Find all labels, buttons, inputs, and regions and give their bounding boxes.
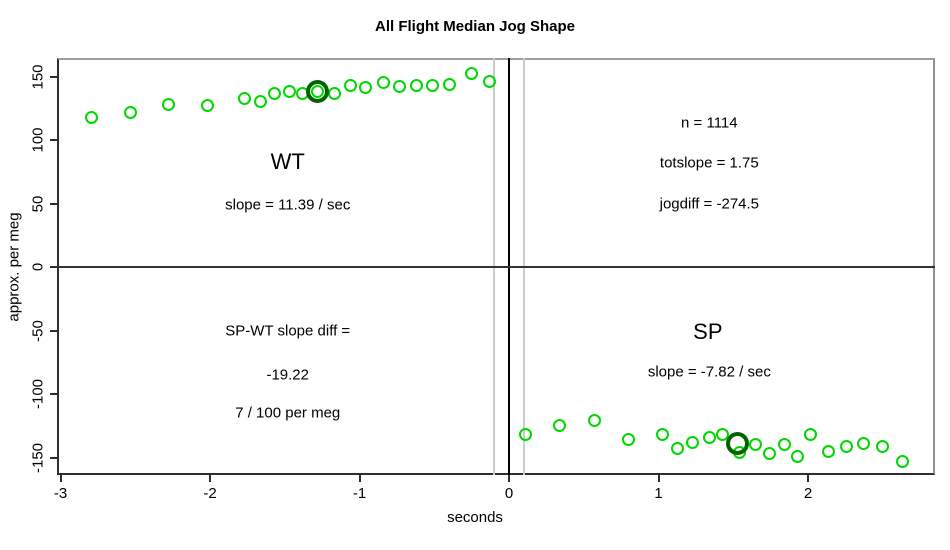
data-point-wt [409,78,423,92]
x-tick [508,475,510,482]
data-point-wt [442,77,456,91]
data-point-wt [426,78,440,92]
y-tick [50,202,57,205]
annotation-text: totslope = 1.75 [659,154,759,172]
data-point-sp [840,439,854,453]
data-point-sp [518,428,532,442]
y-tick-label: 100 [29,127,47,153]
chart-title: All Flight Median Jog Shape [374,18,575,35]
data-point-sp [856,437,870,451]
annotation-text: slope = -7.82 / sec [647,363,771,381]
y-axis-label: approx. per meg [5,212,23,322]
x-tick [358,475,361,482]
data-point-wt [85,110,99,124]
data-point-wt [465,67,479,81]
y-tick-label: -150 [29,442,47,473]
data-point-sp [822,444,836,458]
highlight-ring [306,80,330,104]
annotation-text: -19.22 [266,366,310,384]
data-point-wt [282,85,296,99]
data-point-sp [749,438,763,452]
x-tick [657,475,660,482]
x-tick-label: -2 [203,485,217,502]
data-point-sp [876,439,890,453]
data-point-wt [267,86,281,100]
data-point-wt [124,105,138,119]
x-tick [209,475,211,482]
highlight-ring [726,432,750,456]
y-tick-label: 0 [29,262,47,272]
data-point-wt [200,99,214,113]
annotation-text: slope = 11.39 / sec [225,196,351,214]
y-tick-label: -50 [29,319,47,342]
y-tick [50,139,57,141]
data-point-sp [777,438,791,452]
data-point-sp [702,430,716,444]
data-point-wt [358,81,372,95]
data-point-sp [791,449,805,463]
data-point-wt [237,91,251,105]
annotation-text: WT [270,148,305,174]
x-tick-label: 0 [504,485,514,502]
data-point-sp [553,419,567,433]
annotation-text: jogdiff = -274.5 [659,195,760,212]
data-point-wt [393,80,407,94]
y-tick [50,329,57,332]
y-tick-label: 150 [29,63,47,90]
y-tick [50,75,57,78]
annotation-text: SP-WT slope diff = [225,322,351,339]
annotation-text: 7 / 100 per meg [235,404,341,422]
y-tick [50,456,57,459]
data-point-sp [804,428,818,442]
data-point-wt [254,95,268,109]
x-tick-label: 2 [803,485,813,502]
data-point-sp [895,454,909,468]
data-point-sp [762,447,776,461]
x-tick [807,475,809,482]
data-point-wt [344,78,358,92]
x-tick [59,475,62,482]
y-tick [50,393,57,395]
x-axis-label: seconds [447,509,503,526]
data-point-sp [656,428,670,442]
data-point-wt [376,76,390,90]
data-point-sp [622,433,636,447]
data-point-sp [686,435,700,449]
data-point-sp [671,442,685,456]
y-tick [50,266,57,268]
annotation-text: SP [693,318,723,344]
y-tick-label: -100 [29,378,47,410]
data-point-sp [587,414,601,428]
x-tick-label: 1 [654,485,663,502]
annotation-text: n = 1114 [681,114,738,132]
x-tick-label: -3 [53,485,68,502]
x-tick-label: -1 [352,485,367,502]
y-tick-label: 50 [29,195,47,212]
zero-horizontal-line [57,266,935,268]
data-point-wt [161,97,175,111]
data-point-wt [483,75,497,89]
data-point-wt [327,86,341,100]
